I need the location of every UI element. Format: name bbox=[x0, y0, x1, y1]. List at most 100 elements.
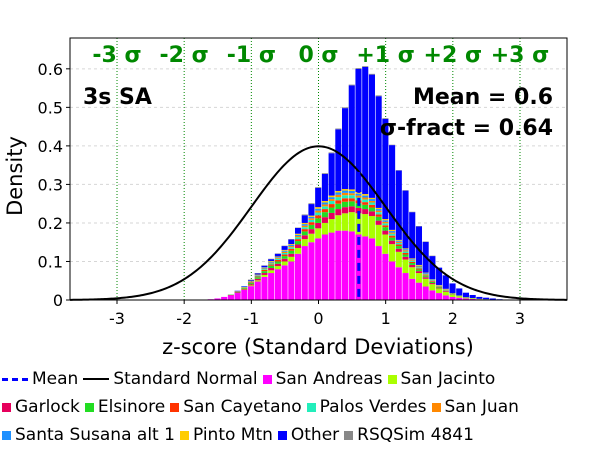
histogram-bar bbox=[415, 265, 423, 267]
y-tick-label: 0.5 bbox=[38, 98, 63, 117]
histogram-bar bbox=[315, 218, 322, 223]
histogram-bar bbox=[268, 259, 275, 262]
histogram-bar bbox=[261, 267, 268, 269]
histogram-bar bbox=[429, 281, 436, 284]
legend-item: Pinto Mtn bbox=[179, 425, 273, 445]
histogram-bar bbox=[261, 268, 268, 270]
legend-label: Mean bbox=[32, 369, 79, 389]
histogram-bar bbox=[227, 295, 234, 300]
histogram-bar bbox=[234, 292, 241, 294]
histogram-bar bbox=[342, 213, 349, 231]
legend-line-sample bbox=[83, 378, 110, 380]
histogram-bar bbox=[348, 189, 355, 191]
histogram-bar bbox=[294, 253, 302, 300]
histogram-bar bbox=[442, 275, 449, 289]
sigma-label: +1 σ bbox=[356, 43, 415, 68]
annotations: 3s SA Mean = 0.6 σ-fract = 0.64 z-score … bbox=[3, 85, 553, 359]
histogram-bar bbox=[315, 222, 322, 229]
histogram-bar bbox=[362, 66, 369, 67]
histogram-bar bbox=[389, 229, 396, 232]
histogram-bar bbox=[395, 170, 402, 240]
histogram-bar bbox=[328, 195, 335, 198]
histogram-bar bbox=[274, 269, 281, 300]
histogram-bar bbox=[362, 204, 369, 210]
histogram-bar bbox=[382, 225, 389, 228]
legend-row: Santa Susana alt 1 Pinto Mtn Other RSQSim 4… bbox=[2, 421, 479, 449]
sigma-label: -2 σ bbox=[160, 43, 209, 68]
histogram-bar bbox=[382, 230, 389, 235]
histogram-bar bbox=[375, 246, 382, 300]
histogram-bar bbox=[422, 286, 429, 300]
histogram-bar bbox=[362, 66, 369, 195]
histogram-bar bbox=[294, 233, 302, 235]
histogram-bar bbox=[409, 258, 416, 260]
histogram-bar bbox=[328, 153, 335, 196]
histogram-bar bbox=[442, 291, 449, 296]
histogram-bar bbox=[335, 129, 342, 191]
histogram-bar bbox=[389, 237, 396, 241]
histogram-bar bbox=[301, 229, 308, 232]
histogram-bar bbox=[362, 195, 369, 198]
legend-swatch bbox=[431, 402, 441, 412]
histogram-bar bbox=[335, 190, 342, 193]
histogram-bar bbox=[483, 297, 490, 300]
legend-item: San Juan bbox=[431, 397, 519, 417]
histogram-bar bbox=[462, 292, 470, 298]
y-tick-label: 0 bbox=[53, 291, 63, 310]
sigma-label: +2 σ bbox=[424, 43, 483, 68]
histogram-bar bbox=[429, 284, 436, 291]
histogram-bar bbox=[449, 294, 456, 297]
legend-label: San Andreas bbox=[275, 369, 383, 389]
histogram-bar bbox=[294, 237, 302, 240]
histogram-bar bbox=[294, 239, 302, 242]
histogram-bar bbox=[274, 259, 281, 262]
sigma-label: 0 σ bbox=[298, 43, 338, 68]
histogram-bar bbox=[429, 283, 436, 285]
histogram-bar bbox=[422, 275, 429, 277]
histogram-bar bbox=[409, 278, 416, 300]
histogram-bar bbox=[328, 219, 335, 233]
histogram-bar bbox=[315, 207, 322, 209]
histogram-bar bbox=[415, 268, 423, 270]
histogram-bar bbox=[342, 198, 349, 202]
histogram-bar bbox=[409, 212, 416, 259]
histogram-bar bbox=[422, 273, 429, 274]
histogram-bar bbox=[321, 200, 328, 203]
histogram-bar bbox=[348, 84, 355, 86]
histogram-bar bbox=[368, 216, 375, 239]
histogram-bar bbox=[409, 267, 416, 279]
histogram-bar bbox=[335, 230, 342, 300]
histogram-bar bbox=[268, 268, 275, 271]
histogram-bar bbox=[288, 250, 295, 254]
sigma-label: +3 σ bbox=[491, 43, 550, 68]
histogram-bar bbox=[315, 210, 322, 213]
histogram-bar bbox=[261, 269, 268, 270]
histogram-bar bbox=[281, 250, 288, 252]
mean-annotation: Mean = 0.6 bbox=[413, 85, 553, 110]
legend-row: Mean Standard Normal San Andreas San Jacint… bbox=[2, 365, 500, 393]
histogram-bar bbox=[489, 298, 496, 300]
histogram-bar bbox=[328, 232, 335, 300]
histogram-bar bbox=[375, 210, 382, 213]
histogram-bar bbox=[254, 278, 261, 281]
histogram-bar bbox=[328, 197, 335, 200]
histogram-bar bbox=[281, 251, 288, 253]
histogram-bar bbox=[415, 271, 423, 274]
histogram-bar bbox=[415, 282, 423, 300]
histogram-bar bbox=[301, 222, 308, 225]
histogram-bar bbox=[321, 174, 328, 201]
histogram-bar bbox=[261, 273, 268, 275]
histogram-bar bbox=[254, 281, 261, 300]
histogram-bar bbox=[422, 273, 429, 275]
legend-item: San Jacinto bbox=[387, 369, 495, 389]
sigma-label: -3 σ bbox=[92, 43, 141, 68]
legend-swatch bbox=[170, 402, 180, 412]
y-tick-label: 0.3 bbox=[38, 175, 63, 194]
histogram-bar bbox=[422, 277, 429, 279]
histogram-bar bbox=[368, 211, 375, 217]
histogram-bar bbox=[368, 197, 375, 200]
legend-item: Palos Verdes bbox=[306, 397, 427, 417]
histogram-bar bbox=[268, 263, 275, 265]
histogram-bar bbox=[247, 286, 255, 300]
histogram-bar bbox=[294, 241, 302, 245]
